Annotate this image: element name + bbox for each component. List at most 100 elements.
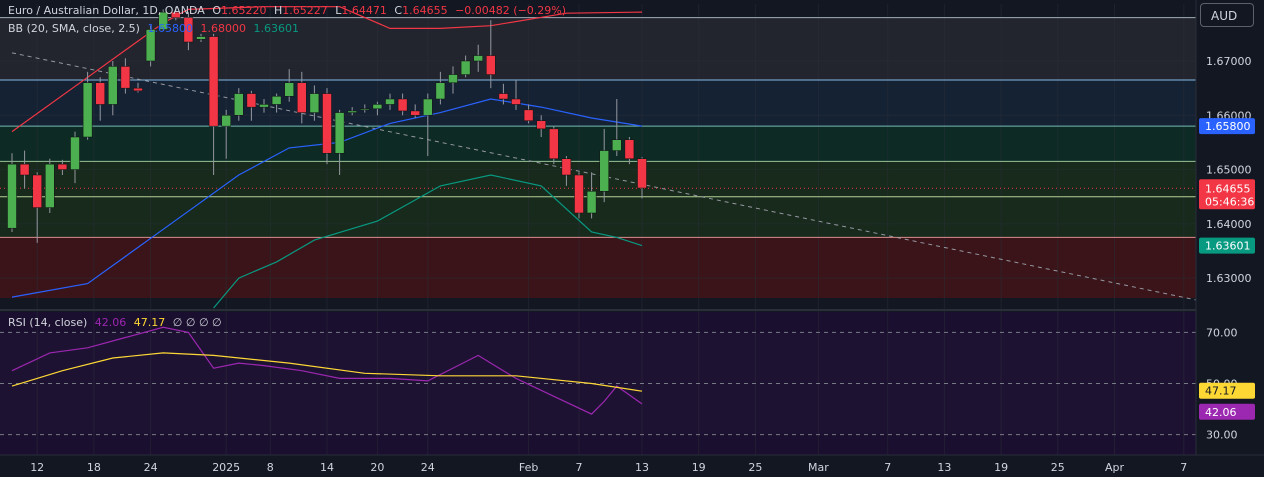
symbol-desc: Euro / Australian Dollar, 1D, OANDA <box>8 4 205 17</box>
levels-layer <box>0 17 1222 306</box>
bb-label: BB (20, SMA, close, 2.5) <box>8 22 140 35</box>
date-tick-label: 7 <box>576 461 583 474</box>
candle-body <box>95 82 105 105</box>
countdown-badge: 05:46:36 <box>1205 195 1254 208</box>
date-tick-label: 18 <box>87 461 101 474</box>
date-tick-label: 20 <box>370 461 384 474</box>
rsi-tick-label: 70.00 <box>1206 326 1238 339</box>
candle-body <box>259 104 269 108</box>
zone-teal <box>0 126 1196 162</box>
zone-green <box>0 161 1196 238</box>
price-tick-label: 1.63000 <box>1206 272 1252 285</box>
date-tick-label: 19 <box>994 461 1008 474</box>
zones-layer <box>0 17 1196 455</box>
candle-body <box>536 120 546 130</box>
candle-body <box>624 139 635 159</box>
ohlc-high: H1.65227 <box>273 4 328 17</box>
candle-body <box>435 82 446 100</box>
candle-body <box>360 108 370 111</box>
candle-body <box>637 158 647 189</box>
zone-top <box>0 17 1196 81</box>
date-tick-label: 24 <box>421 461 435 474</box>
rsi-line <box>11 326 643 415</box>
rsi-ma-badge: 47.17 <box>1205 385 1237 398</box>
candle-body <box>221 115 231 127</box>
date-tick-label: 7 <box>1180 461 1187 474</box>
bb-basis-line <box>11 98 643 298</box>
ohlc-close: C1.64655 <box>394 4 448 17</box>
rsi-pane <box>0 309 1196 436</box>
candle-body <box>486 55 496 75</box>
zone-red <box>0 237 1196 308</box>
candle-body <box>347 110 357 113</box>
candle-body <box>612 139 622 151</box>
candle-body <box>397 98 408 112</box>
rsi-legend: RSI (14, close) 42.06 47.17 ∅ ∅ ∅ ∅ <box>8 316 222 329</box>
ohlc-open: O1.65220 <box>212 4 267 17</box>
candle-body <box>574 174 584 214</box>
candle-body <box>183 17 194 43</box>
candle-body <box>385 98 395 105</box>
currency-button[interactable]: AUD <box>1200 3 1254 27</box>
candle-body <box>171 11 181 18</box>
candle-body <box>196 36 206 40</box>
candle-body <box>7 163 17 229</box>
date-tick-label: 13 <box>635 461 649 474</box>
price-tick-label: 1.67000 <box>1206 55 1252 68</box>
candle-body <box>108 66 118 105</box>
candle-body <box>133 87 143 92</box>
last-price-badge: 1.64655 <box>1205 182 1251 195</box>
date-tick-label: 7 <box>884 461 891 474</box>
candle-body <box>334 112 345 154</box>
candle-body <box>208 36 219 127</box>
bb-upper-line <box>11 6 643 133</box>
date-tick-label: 12 <box>30 461 44 474</box>
candle-body <box>473 55 483 62</box>
rsi-label: RSI (14, close) <box>8 316 88 329</box>
candle-body <box>284 82 294 97</box>
candle-body <box>32 174 42 208</box>
time-axis-bg <box>0 455 1264 477</box>
candle-body <box>322 93 332 154</box>
candle-body <box>145 29 156 62</box>
candle-body <box>549 128 559 159</box>
rsi-tick-label: 30.00 <box>1206 429 1238 442</box>
candle-body <box>561 158 572 176</box>
candle-body <box>309 93 320 113</box>
candle-body <box>523 109 534 121</box>
date-tick-label: Feb <box>519 461 538 474</box>
candle-body <box>372 104 383 110</box>
bb-lower-value: 1.63601 <box>253 22 299 35</box>
date-tick-label: 24 <box>144 461 158 474</box>
candle-body <box>511 98 521 105</box>
basis-price-badge: 1.65800 <box>1205 120 1251 133</box>
candle-body <box>19 163 30 176</box>
candle-body <box>271 96 282 105</box>
candle-body <box>448 74 458 83</box>
candle-body <box>410 110 420 116</box>
candle-body <box>297 82 307 113</box>
candle-body <box>246 93 257 108</box>
date-tick-label: 13 <box>937 461 951 474</box>
rsi-ma-badge-bg <box>1199 382 1255 399</box>
date-tick-label: 25 <box>1051 461 1065 474</box>
date-tick-label: Apr <box>1105 461 1125 474</box>
zone-gap <box>0 298 1196 308</box>
candle-body <box>586 191 597 214</box>
candles-layer <box>7 6 647 243</box>
trendline <box>11 52 1222 306</box>
candle-body <box>599 150 609 192</box>
candle-body <box>57 163 68 170</box>
rsi-value: 42.06 <box>94 316 127 329</box>
date-tick-label: 2025 <box>212 461 240 474</box>
candle-body <box>498 93 509 100</box>
bb-lower-line <box>213 174 643 309</box>
rsi-ma-line <box>11 352 643 392</box>
candle-body <box>45 163 55 208</box>
date-tick-label: 25 <box>748 461 762 474</box>
basis-price-badge-bg <box>1199 118 1255 135</box>
candle-body <box>120 66 131 89</box>
rsi-extra: ∅ ∅ ∅ ∅ <box>172 316 222 329</box>
